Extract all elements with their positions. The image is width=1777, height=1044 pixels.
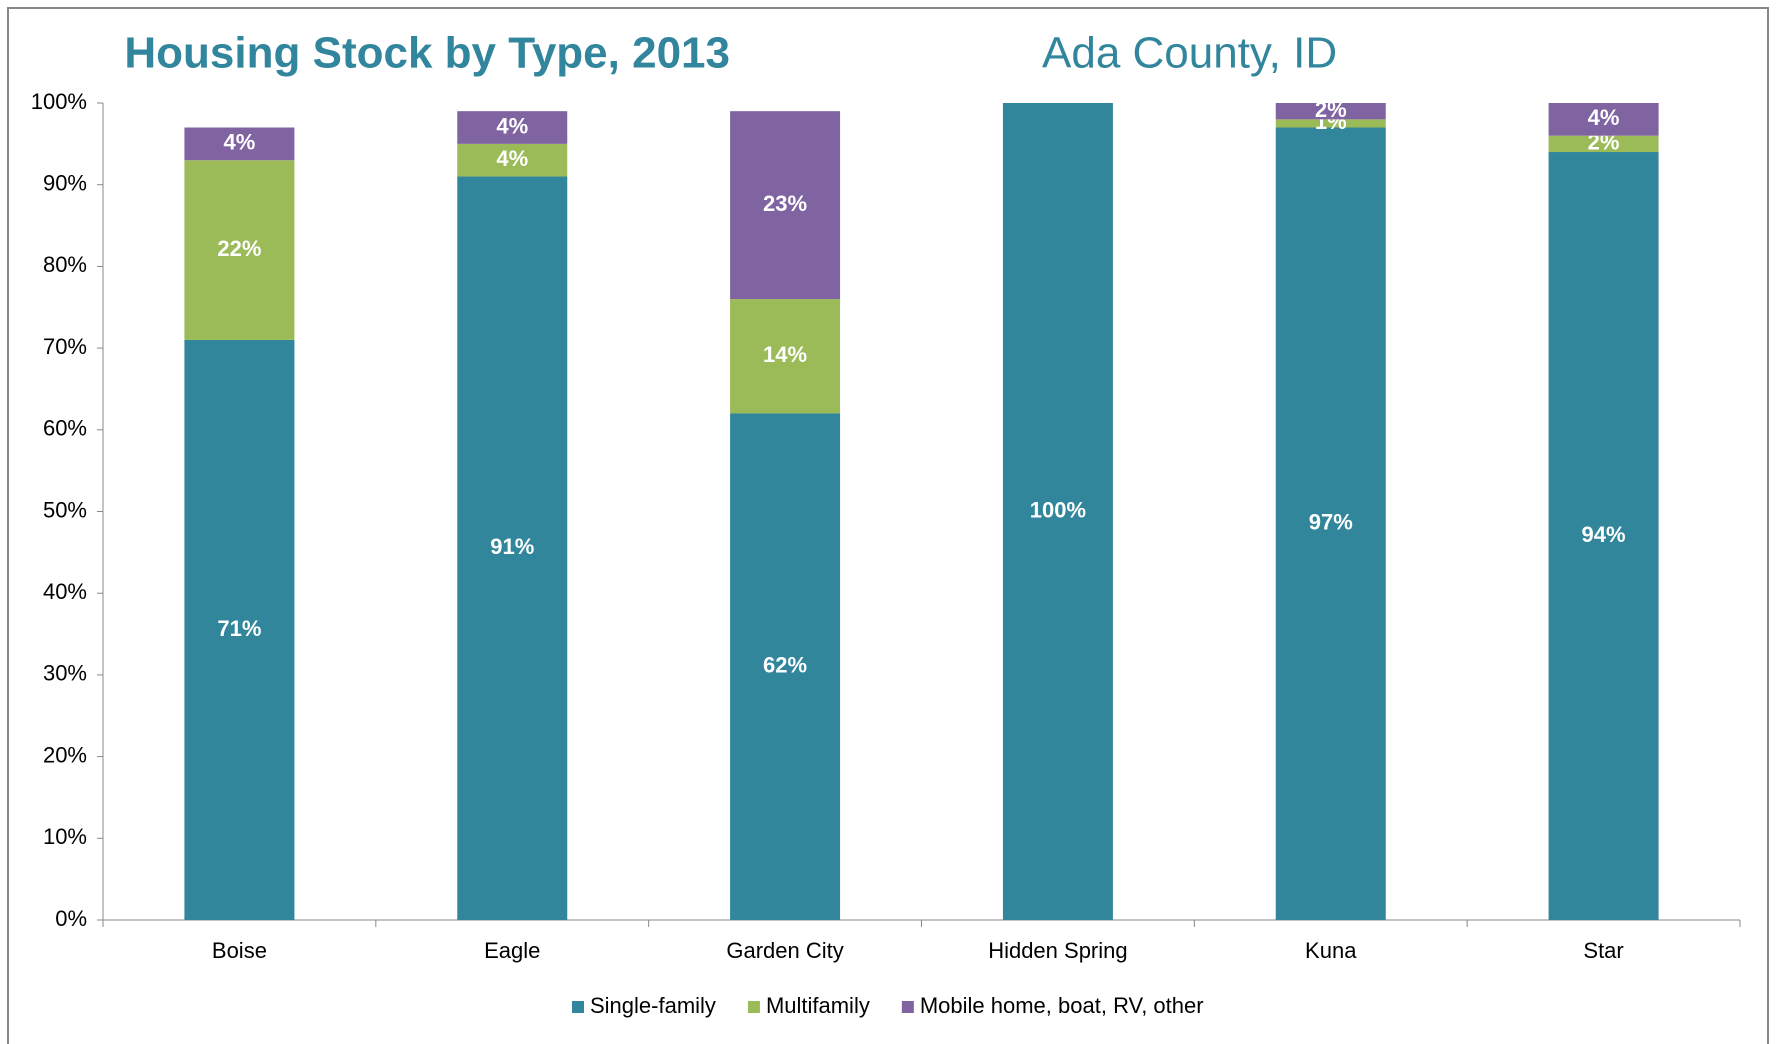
data-label: 14% [763,342,807,367]
y-tick-label: 20% [43,742,87,767]
x-tick-label: Garden City [726,938,843,963]
chart-frame [7,7,1769,1044]
bar-segment [1275,127,1386,920]
data-label: 97% [1309,510,1353,535]
legend-label: Multifamily [766,993,870,1018]
bar-segment [1275,119,1386,128]
bar-segment [1548,103,1659,136]
y-tick-label: 80% [43,252,87,277]
legend-label: Single-family [590,993,716,1018]
y-tick-label: 0% [55,906,87,931]
bar-segment [457,176,568,920]
bar-segment [730,299,841,414]
y-tick-label: 70% [43,334,87,359]
data-label: 4% [224,130,256,155]
bar-segment [730,413,841,920]
bar-segment [184,127,295,161]
data-label: 22% [217,236,261,261]
chart-subtitle: Ada County, ID [1042,29,1337,78]
data-label: 91% [490,534,534,559]
data-label: 62% [763,653,807,678]
y-tick-label: 50% [43,497,87,522]
legend-swatch [901,1001,914,1013]
y-tick-label: 10% [43,824,87,849]
data-label: 94% [1582,522,1626,547]
bar-segment [457,143,568,177]
bar-segment [184,339,295,920]
x-tick-label: Boise [212,938,267,963]
bar-segment [1002,103,1113,920]
legend-swatch [572,1001,584,1013]
bar-segment [1275,103,1386,120]
y-tick-label: 30% [43,661,87,686]
legend-label: Mobile home, boat, RV, other [920,993,1204,1018]
bar-segment [184,160,295,340]
data-label: 4% [496,113,528,138]
bar-segment [1548,152,1659,920]
chart-title: Housing Stock by Type, 2013 [124,29,730,78]
x-tick-label: Eagle [484,938,540,963]
bar-segment [457,111,568,144]
data-label: 71% [217,616,261,641]
y-tick-label: 60% [43,416,87,441]
y-tick-label: 100% [31,89,87,114]
y-tick-label: 90% [43,171,87,196]
legend-swatch [747,1001,760,1013]
x-tick-label: Star [1583,938,1623,963]
y-tick-label: 40% [43,579,87,604]
data-label: 4% [496,146,528,171]
x-tick-label: Kuna [1305,938,1357,963]
x-tick-label: Hidden Spring [988,938,1127,963]
data-label: 4% [1588,105,1620,130]
data-label: 23% [763,191,807,216]
bar-segment [1548,135,1659,153]
data-label: 2% [1315,97,1347,122]
bar-segment [730,111,841,300]
data-label: 100% [1030,497,1086,522]
